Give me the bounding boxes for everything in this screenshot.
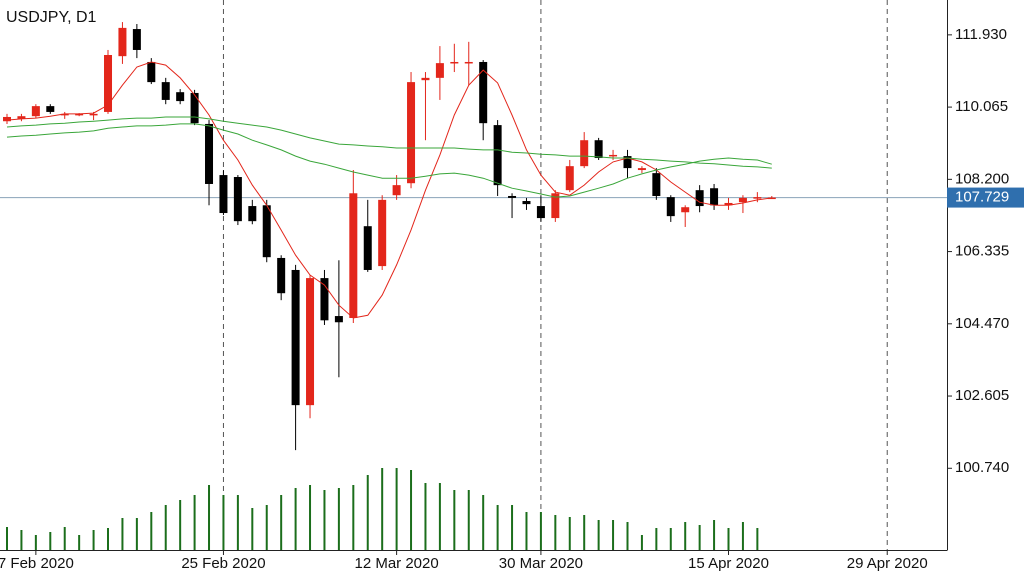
y-tick-label: 111.930 bbox=[955, 26, 1007, 43]
y-tick-label: 100.740 bbox=[955, 459, 1009, 476]
candle-body bbox=[334, 316, 343, 323]
candle-body bbox=[248, 206, 257, 222]
candle-body bbox=[652, 173, 661, 196]
candle-body bbox=[363, 226, 372, 270]
y-tick-label: 104.470 bbox=[955, 315, 1009, 332]
candle-body bbox=[277, 257, 286, 294]
candle-body bbox=[753, 197, 762, 199]
y-tick-label: 110.065 bbox=[955, 98, 1008, 115]
candle-body bbox=[392, 185, 401, 196]
candle-body bbox=[291, 269, 300, 406]
candle-body bbox=[710, 188, 719, 206]
candle-body bbox=[594, 140, 603, 159]
candle-body bbox=[147, 61, 156, 83]
candle-body bbox=[306, 278, 315, 406]
candle-body bbox=[565, 166, 574, 191]
current-price-box bbox=[947, 187, 1024, 208]
candle-body bbox=[450, 61, 459, 64]
candle-body bbox=[738, 197, 747, 203]
candle-body bbox=[75, 113, 84, 116]
candle-body bbox=[536, 206, 545, 219]
x-tick-label: 25 Feb 2020 bbox=[181, 555, 265, 572]
candle-body bbox=[493, 125, 502, 186]
candle-body bbox=[233, 177, 242, 222]
x-tick-label: 29 Apr 2020 bbox=[847, 555, 928, 572]
candle-body bbox=[421, 77, 430, 81]
candle-body bbox=[464, 61, 473, 64]
candle-body bbox=[60, 113, 69, 116]
candle-body bbox=[666, 197, 675, 217]
candle-body bbox=[522, 201, 531, 205]
chart-title: USDJPY, D1 bbox=[6, 9, 97, 26]
candle-body bbox=[219, 175, 228, 214]
candle-body bbox=[118, 27, 127, 57]
candle-body bbox=[508, 195, 517, 198]
candle-body bbox=[435, 63, 444, 78]
moving-average-line bbox=[6, 116, 772, 169]
x-tick-label: 15 Apr 2020 bbox=[688, 555, 769, 572]
candle-body bbox=[580, 140, 589, 167]
moving-average-line bbox=[6, 123, 772, 198]
candle-body bbox=[205, 123, 214, 184]
candle-body bbox=[176, 92, 185, 102]
candle-body bbox=[623, 156, 632, 169]
candle-body bbox=[695, 190, 704, 207]
candle-body bbox=[262, 205, 271, 258]
candle-body bbox=[637, 168, 646, 171]
candle-body bbox=[609, 154, 618, 157]
moving-average-line bbox=[6, 61, 772, 319]
candle-body bbox=[132, 29, 141, 50]
candle-body bbox=[551, 193, 560, 219]
candle-body bbox=[681, 207, 690, 213]
x-tick-label: 7 Feb 2020 bbox=[0, 555, 74, 572]
candle-body bbox=[190, 92, 199, 124]
candle-body bbox=[31, 106, 40, 117]
candle-body bbox=[320, 278, 329, 321]
candle-body bbox=[46, 106, 55, 112]
current-price-label: 107.729 bbox=[955, 189, 1009, 206]
y-tick-label: 106.335 bbox=[955, 243, 1009, 260]
candle-body bbox=[17, 116, 26, 119]
x-tick-label: 12 Mar 2020 bbox=[354, 555, 438, 572]
candle-body bbox=[104, 55, 113, 112]
y-tick-label: 108.200 bbox=[955, 170, 1009, 187]
candle-body bbox=[479, 61, 488, 124]
y-tick-label: 102.605 bbox=[955, 387, 1009, 404]
candle-body bbox=[349, 193, 358, 318]
candle-body bbox=[89, 113, 98, 116]
candle-body bbox=[407, 82, 416, 184]
candle-body bbox=[378, 199, 387, 267]
candle-body bbox=[3, 116, 11, 122]
candle-body bbox=[724, 202, 733, 206]
candle-body bbox=[161, 82, 170, 100]
x-tick-label: 30 Mar 2020 bbox=[499, 555, 583, 572]
